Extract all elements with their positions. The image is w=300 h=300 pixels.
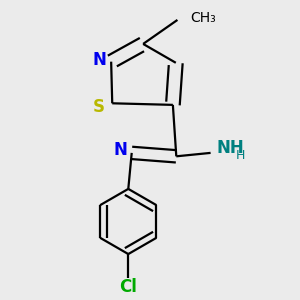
Text: Cl: Cl (119, 278, 137, 296)
Text: N: N (92, 51, 106, 69)
Text: NH: NH (217, 139, 244, 157)
Text: H: H (235, 149, 245, 162)
Text: N: N (113, 141, 127, 159)
Text: CH₃: CH₃ (190, 11, 216, 25)
Text: S: S (93, 98, 105, 116)
